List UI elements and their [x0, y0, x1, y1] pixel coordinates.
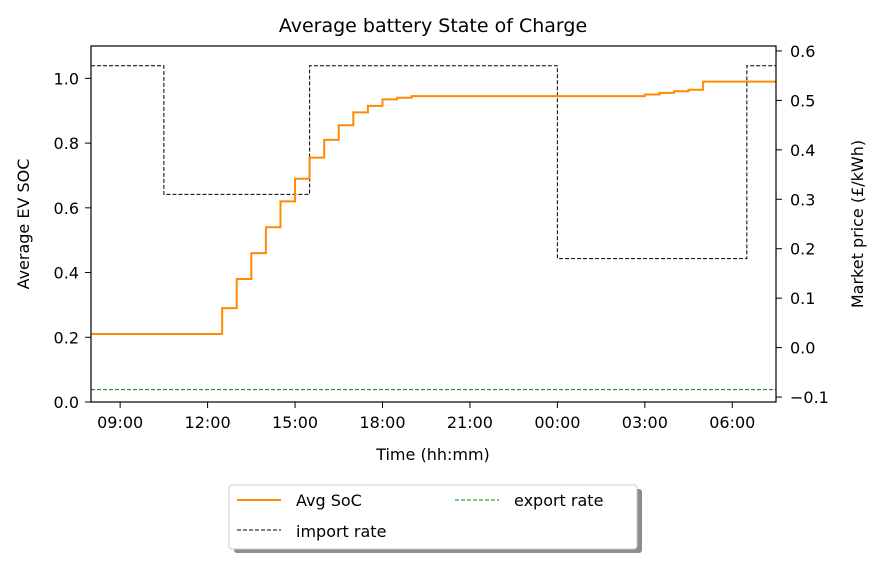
x-tick-label: 06:00: [709, 413, 755, 432]
x-tick-label: 00:00: [534, 413, 580, 432]
plot-frame: [90, 45, 777, 403]
legend-label-export-rate: export rate: [514, 491, 603, 510]
y-axis-left: 0.0 0.2 0.4 0.6 0.8 1.0: [54, 69, 91, 412]
x-tick-label: 21:00: [447, 413, 493, 432]
y2-tick-label: 0.5: [790, 91, 815, 110]
x-tick-label: 09:00: [97, 413, 143, 432]
y2-tick-label: 0.2: [790, 240, 815, 259]
series-line-avg-soc: [91, 80, 776, 336]
legend-label-avg-soc: Avg SoC: [296, 491, 362, 510]
legend-label-import-rate: import rate: [296, 522, 386, 541]
x-axis-label: Time (hh:mm): [375, 445, 490, 464]
x-tick-label: 18:00: [359, 413, 405, 432]
y2-axis-label: Market price (£/kWh): [848, 140, 867, 308]
y2-tick-label: 0.4: [790, 141, 815, 160]
x-axis: 09:00 12:00 15:00 18:00 21:00 00:00 03:00 06:00: [97, 402, 755, 432]
x-tick-label: 15:00: [272, 413, 318, 432]
y-tick-label: 0.4: [54, 264, 79, 283]
legend: Avg SoC import rate export rate: [228, 484, 642, 553]
y2-tick-label: 0.6: [790, 42, 815, 61]
y-tick-label: 0.0: [54, 393, 79, 412]
y2-tick-label: 0.3: [790, 190, 815, 209]
y2-tick-label: 0.1: [790, 289, 815, 308]
y-tick-label: 0.8: [54, 134, 79, 153]
chart-title: Average battery State of Charge: [279, 15, 587, 37]
series-line-import-rate: [91, 65, 776, 260]
y2-tick-label: 0.0: [790, 339, 815, 358]
y2-tick-label: −0.1: [790, 388, 829, 407]
x-tick-label: 03:00: [622, 413, 668, 432]
y-axis-label: Average EV SOC: [14, 159, 33, 290]
y-tick-label: 0.2: [54, 328, 79, 347]
y-tick-label: 0.6: [54, 199, 79, 218]
series-layer: [91, 65, 776, 391]
x-tick-label: 12:00: [185, 413, 231, 432]
y-tick-label: 1.0: [54, 69, 79, 88]
y-axis-right: −0.1 0.0 0.1 0.2 0.3 0.4 0.5 0.6: [776, 42, 829, 407]
legend-box: [228, 484, 638, 550]
